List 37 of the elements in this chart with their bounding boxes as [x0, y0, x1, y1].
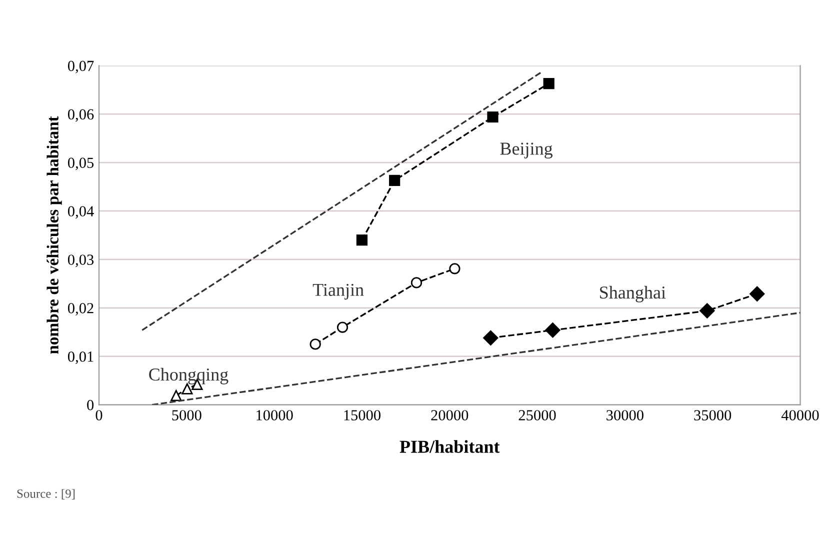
x-tick-label: 20000	[431, 410, 468, 420]
point	[336, 322, 348, 333]
y-tick-label: 0,07	[68, 60, 94, 74]
x-tick-label: 35000	[694, 410, 732, 420]
y-tick-label: 0,05	[68, 158, 94, 170]
y-tick-label: 0,04	[68, 206, 94, 219]
point	[449, 263, 460, 274]
x-axis-title: PIB/habitant	[400, 440, 500, 453]
point	[483, 330, 498, 346]
point	[170, 390, 182, 402]
y-tick-label: 0,01	[68, 351, 94, 364]
series-label: Chongqing	[149, 368, 228, 384]
y-tick-label: 0,06	[68, 109, 94, 122]
x-tick-label: 15000	[344, 410, 380, 420]
point	[750, 286, 765, 302]
y-tick-label: 0	[87, 400, 94, 410]
point	[543, 78, 554, 90]
x-tick-label: 40000	[781, 410, 819, 420]
point	[545, 322, 560, 338]
x-tick-label: 5000	[172, 410, 202, 420]
x-tick-label: 25000	[518, 410, 556, 420]
series-label: Shanghai	[600, 286, 666, 302]
point	[389, 174, 400, 186]
y-tick-label: 0,02	[68, 303, 94, 316]
y-tick-label: 0,03	[68, 254, 94, 268]
x-tick-label: 0	[96, 410, 102, 420]
point	[700, 303, 715, 318]
point	[410, 277, 422, 288]
source-note: Source : [9]	[17, 489, 75, 500]
x-tick-label: 30000	[606, 410, 644, 420]
point	[356, 234, 368, 246]
y-axis-title: nombre de véhicules par habitant	[46, 116, 62, 354]
series-label: Tianjin	[312, 284, 364, 300]
point	[487, 111, 498, 123]
point	[310, 338, 321, 350]
x-tick-label: 10000	[256, 410, 293, 420]
series-label: Beijing	[500, 142, 553, 159]
